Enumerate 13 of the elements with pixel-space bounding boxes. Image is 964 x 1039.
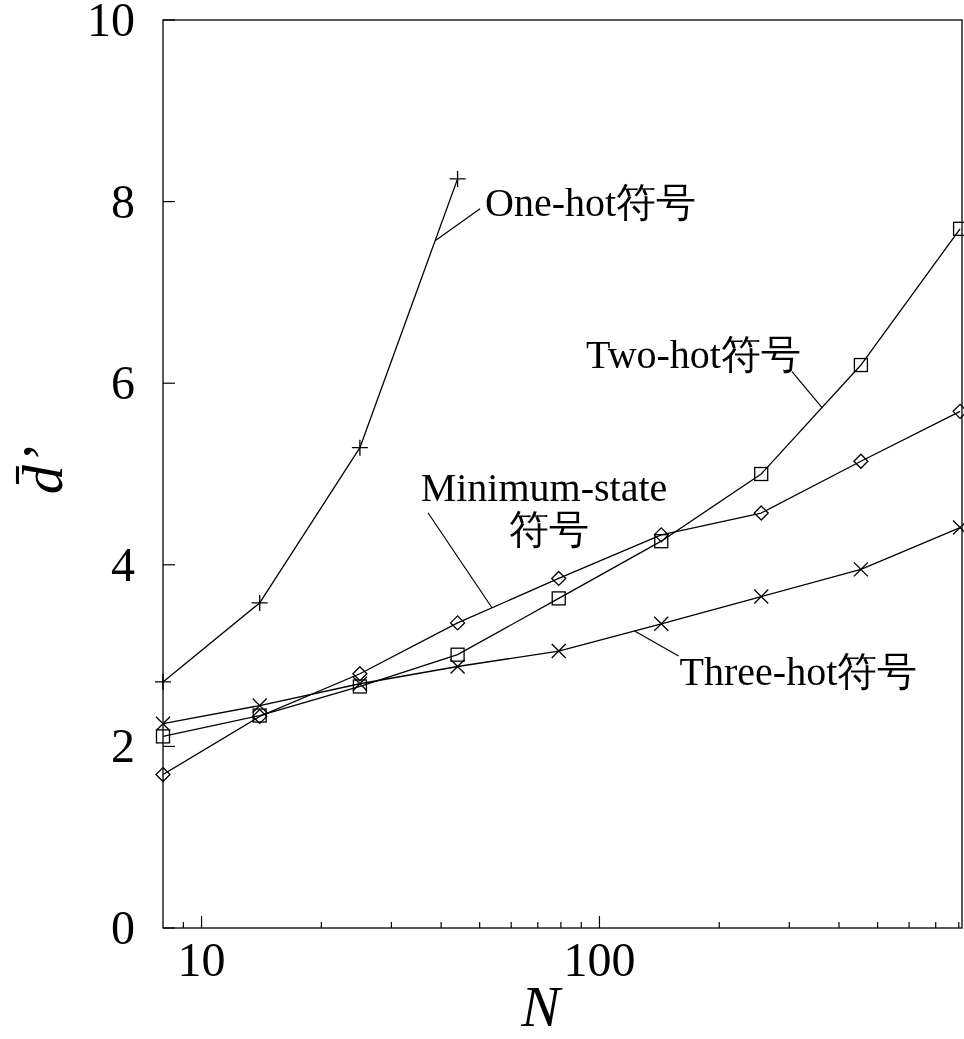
y-axis-title: d̄’ (10, 445, 75, 495)
y-tick-label: 0 (111, 901, 135, 954)
series-label: Two-hot符号 (586, 331, 801, 377)
series-label: Minimum-state 符号 (420, 464, 668, 552)
y-tick-label: 4 (111, 537, 135, 591)
y-tick-label: 2 (111, 719, 135, 773)
legend-label: One-hot符号 (485, 179, 697, 225)
x-axis-title: N (520, 974, 564, 1039)
y-tick-label: 8 (111, 174, 135, 228)
y-tick-label: 6 (111, 356, 135, 410)
x-tick-label: 100 (563, 933, 636, 986)
y-tick-label: 10 (87, 0, 135, 46)
legend-label: Three-hot符号 (679, 648, 918, 694)
